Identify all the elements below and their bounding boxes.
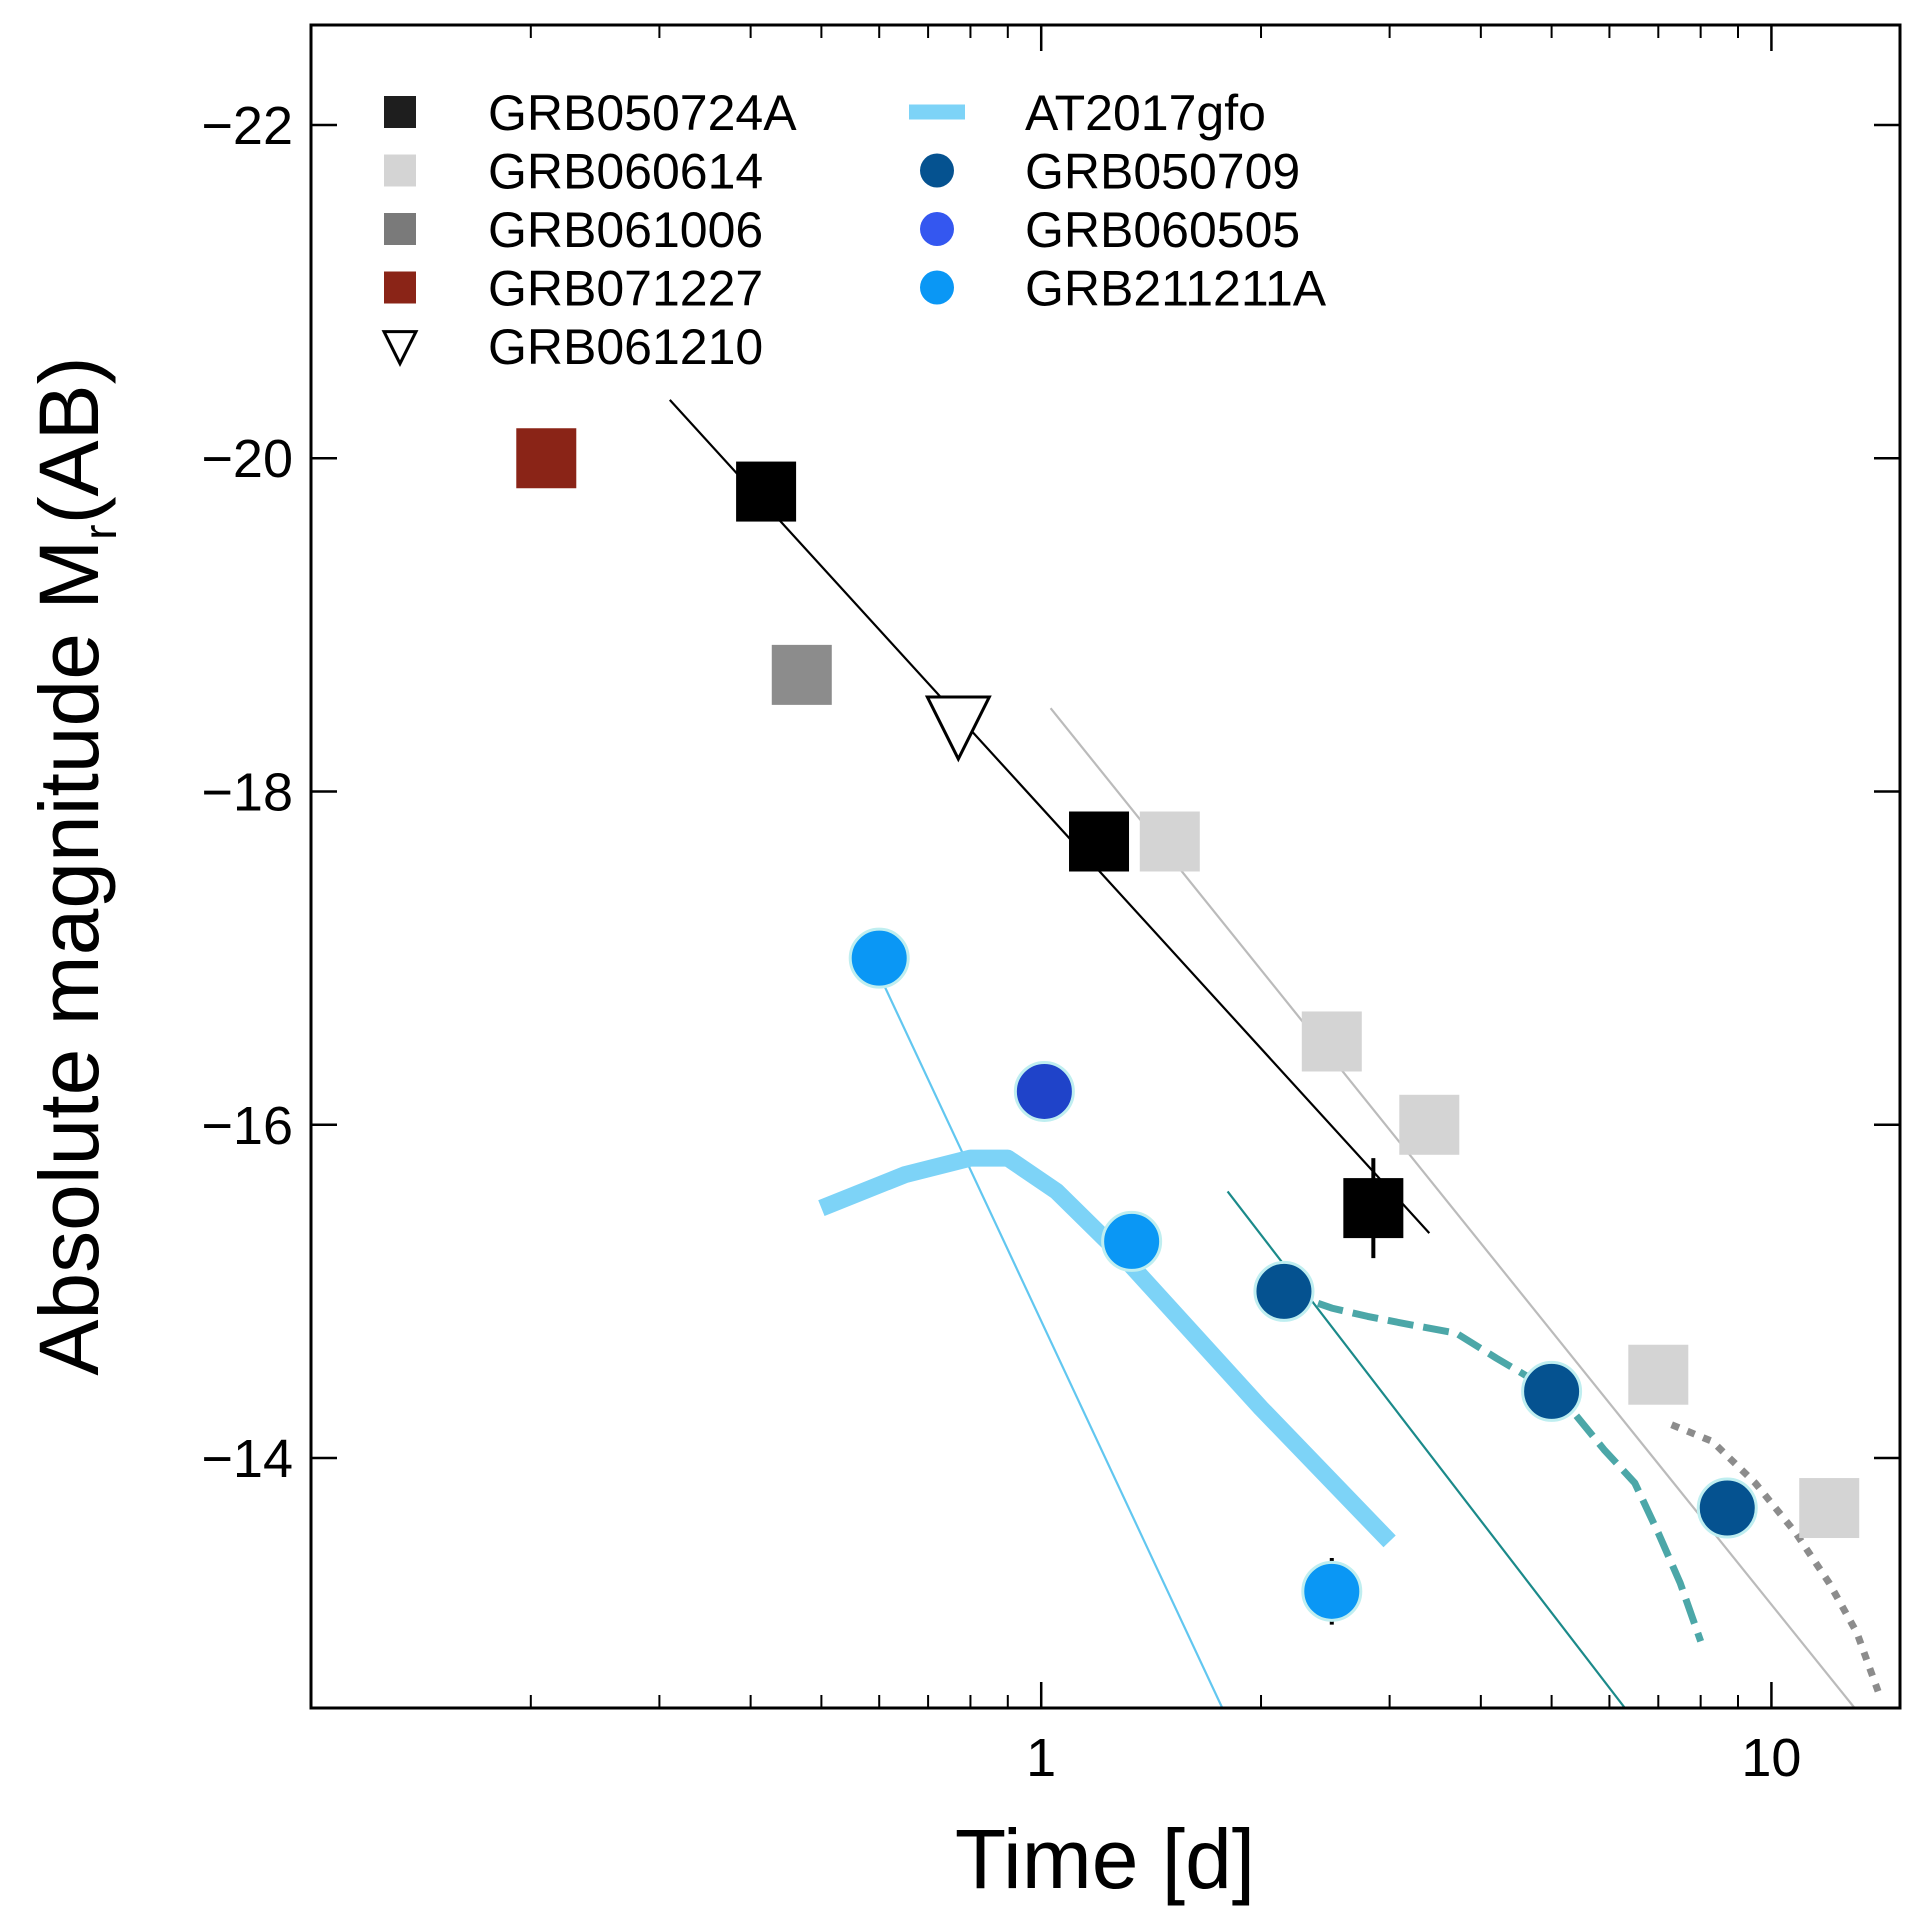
data-point: [1343, 1178, 1404, 1239]
data-point: [1628, 1344, 1689, 1405]
legend-item-grb061006: GRB061006: [384, 202, 763, 258]
y-axis-title-subscript: r: [74, 524, 126, 539]
data-point: [1521, 1360, 1583, 1422]
series-grb061006: [771, 644, 832, 705]
legend-item-grb061210: GRB061210: [381, 319, 763, 375]
legend-column-1: GRB050724AGRB060614GRB061006GRB071227GRB…: [381, 85, 797, 375]
curve-grb060614-model: [1670, 1421, 1882, 1693]
legend-item-grb211211a: GRB211211A: [920, 261, 1327, 317]
data-point: [1696, 1477, 1758, 1539]
legend-item-grb050709: GRB050709: [920, 144, 1300, 200]
legend-item-grb060614: GRB060614: [384, 144, 763, 200]
marker-layer: [516, 428, 1860, 1625]
data-point: [1139, 811, 1200, 872]
series-grb050724a: [736, 461, 1404, 1259]
curve-grb060614-fit: [1049, 707, 1856, 1708]
curve-grb050724a-fit: [668, 399, 1431, 1234]
legend-marker: [384, 271, 416, 304]
data-point: [1253, 1260, 1315, 1322]
legend-label: GRB050709: [1025, 144, 1300, 200]
x-tick-label: 10: [1741, 1728, 1801, 1788]
legend: GRB050724AGRB060614GRB061006GRB071227GRB…: [381, 85, 1327, 375]
legend-label: GRB060505: [1025, 202, 1300, 258]
data-point: [1399, 1094, 1460, 1155]
series-grb060505: [1013, 1060, 1075, 1122]
legend-item-grb050724a: GRB050724A: [384, 85, 797, 141]
legend-label: GRB061006: [488, 202, 763, 258]
data-point: [1013, 1060, 1075, 1122]
y-tick-label: −22: [201, 96, 293, 156]
plot-frame: [309, 23, 1902, 1710]
data-point: [848, 927, 910, 989]
legend-marker: [920, 212, 954, 246]
y-tick-label: −18: [201, 763, 293, 823]
legend-label: GRB050724A: [488, 85, 797, 141]
data-point: [516, 428, 577, 489]
x-axis-title: Time [d]: [955, 1812, 1255, 1906]
x-tick-label: 1: [1026, 1728, 1056, 1788]
curve-grb211211a-fit: [878, 974, 1224, 1708]
legend-marker: [384, 96, 416, 128]
curve-at2017gfo: [818, 1149, 1396, 1548]
data-point: [924, 695, 992, 763]
y-tick-label: −16: [201, 1096, 293, 1156]
series-grb050709: [1253, 1260, 1758, 1539]
data-point: [1799, 1478, 1860, 1539]
data-point: [1301, 1011, 1362, 1072]
legend-item-at2017gfo: AT2017gfo: [909, 85, 1266, 141]
curve-layer: [668, 399, 1882, 1708]
series-grb061210: [924, 695, 992, 763]
legend-label: GRB060614: [488, 144, 763, 200]
y-axis-title-main: Absolute magnitude M: [22, 540, 116, 1376]
data-point: [1301, 1560, 1363, 1622]
series-grb071227: [516, 428, 577, 489]
y-tick-label: −14: [201, 1429, 293, 1489]
y-axis-title: Absolute magnitude Mr(AB): [22, 356, 126, 1375]
data-point: [736, 461, 797, 522]
y-tick-label: −20: [201, 429, 293, 489]
legend-label: GRB071227: [488, 261, 763, 317]
legend-item-grb060505: GRB060505: [920, 202, 1300, 258]
legend-marker: [381, 330, 419, 367]
series-grb211211a: [848, 927, 1363, 1625]
legend-label: GRB211211A: [1025, 261, 1327, 317]
tick-layer: −22 −20 −18 −16 −14 1 10: [201, 25, 1900, 1788]
legend-item-grb071227: GRB071227: [384, 261, 763, 317]
y-axis-title-suffix: (AB): [22, 356, 116, 524]
data-point: [1069, 811, 1130, 872]
legend-marker: [384, 154, 416, 187]
legend-marker: [920, 153, 954, 188]
data-point: [771, 644, 832, 705]
data-point: [1101, 1210, 1163, 1272]
legend-label: AT2017gfo: [1025, 85, 1266, 141]
series-grb060614: [1139, 811, 1860, 1539]
legend-marker: [384, 213, 416, 245]
legend-marker: [920, 270, 954, 305]
legend-label: GRB061210: [488, 319, 763, 375]
